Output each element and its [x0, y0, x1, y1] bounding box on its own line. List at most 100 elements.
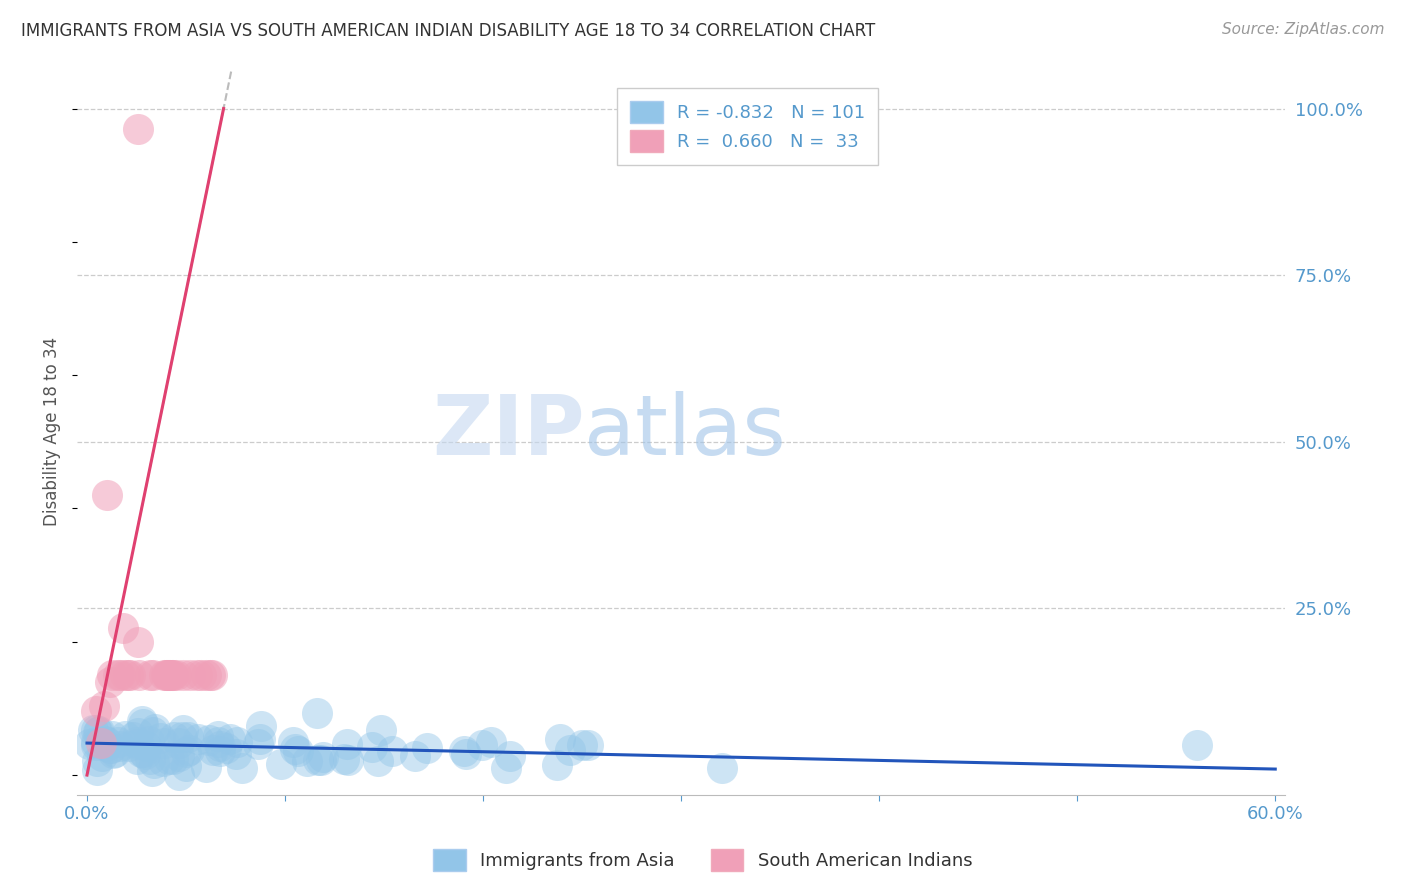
Point: [174, 745, 197, 759]
Point: [131, 714, 153, 728]
Point: [194, 760, 217, 774]
Point: [142, 725, 165, 739]
Point: [270, 757, 292, 772]
Point: [219, 731, 242, 746]
Point: [142, 756, 165, 770]
Point: [177, 742, 200, 756]
Point: [96, 488, 118, 502]
Point: [86, 754, 108, 768]
Point: [156, 668, 179, 682]
Point: [156, 668, 179, 682]
Point: [558, 743, 581, 757]
Point: [307, 706, 329, 720]
Point: [231, 761, 253, 775]
Point: [84, 723, 107, 738]
Point: [198, 733, 221, 747]
Point: [576, 738, 599, 752]
Point: [90, 735, 112, 749]
Point: [247, 737, 270, 751]
Point: [86, 763, 108, 777]
Point: [174, 759, 197, 773]
Point: [499, 749, 522, 764]
Point: [108, 668, 131, 682]
Point: [186, 668, 208, 682]
Point: [94, 733, 117, 747]
Point: [84, 738, 107, 752]
Point: [100, 741, 122, 756]
Point: [142, 668, 165, 682]
Point: [287, 744, 309, 758]
Point: [104, 745, 127, 759]
Point: [96, 735, 118, 749]
Point: [100, 668, 122, 682]
Point: [87, 723, 110, 738]
Point: [128, 668, 150, 682]
Point: [546, 757, 568, 772]
Point: [135, 739, 157, 754]
Point: [143, 722, 166, 736]
Point: [107, 735, 129, 749]
Legend: Immigrants from Asia, South American Indians: Immigrants from Asia, South American Ind…: [426, 842, 980, 879]
Point: [281, 735, 304, 749]
Point: [87, 724, 110, 739]
Point: [153, 735, 176, 749]
Point: [169, 749, 191, 764]
Point: [127, 752, 149, 766]
Point: [163, 731, 186, 745]
Point: [307, 753, 329, 767]
Legend: R = -0.832   N = 101, R =  0.660   N =  33: R = -0.832 N = 101, R = 0.660 N = 33: [617, 88, 877, 165]
Point: [200, 668, 222, 682]
Point: [77, 737, 100, 751]
Point: [190, 668, 212, 682]
Point: [84, 735, 107, 749]
Point: [381, 744, 404, 758]
Point: [225, 747, 247, 761]
Point: [172, 723, 194, 738]
Point: [208, 744, 231, 758]
Point: [114, 668, 136, 682]
Point: [131, 745, 153, 759]
Y-axis label: Disability Age 18 to 34: Disability Age 18 to 34: [44, 337, 60, 526]
Point: [172, 668, 194, 682]
Point: [711, 760, 734, 774]
Point: [127, 737, 149, 751]
Point: [177, 731, 200, 745]
Point: [93, 698, 115, 713]
Point: [122, 730, 145, 744]
Point: [114, 729, 136, 743]
Point: [157, 668, 180, 682]
Point: [127, 121, 149, 136]
Point: [454, 747, 477, 761]
Point: [98, 674, 121, 689]
Point: [416, 741, 439, 756]
Point: [309, 753, 332, 767]
Point: [101, 729, 124, 743]
Point: [117, 668, 139, 682]
Point: [404, 749, 426, 764]
Point: [571, 738, 593, 752]
Point: [195, 668, 218, 682]
Point: [187, 731, 209, 746]
Point: [453, 744, 475, 758]
Text: IMMIGRANTS FROM ASIA VS SOUTH AMERICAN INDIAN DISABILITY AGE 18 TO 34 CORRELATIO: IMMIGRANTS FROM ASIA VS SOUTH AMERICAN I…: [21, 22, 876, 40]
Point: [207, 735, 229, 749]
Point: [134, 747, 156, 761]
Point: [118, 739, 141, 753]
Point: [167, 768, 190, 782]
Point: [201, 668, 224, 682]
Point: [333, 752, 356, 766]
Point: [250, 719, 273, 733]
Point: [295, 754, 318, 768]
Point: [215, 741, 238, 756]
Point: [165, 668, 187, 682]
Point: [103, 746, 125, 760]
Point: [162, 668, 184, 682]
Point: [479, 735, 502, 749]
Point: [548, 731, 571, 746]
Point: [179, 668, 201, 682]
Point: [209, 739, 232, 753]
Point: [225, 735, 247, 749]
Point: [370, 723, 392, 737]
Point: [141, 764, 163, 779]
Point: [495, 761, 517, 775]
